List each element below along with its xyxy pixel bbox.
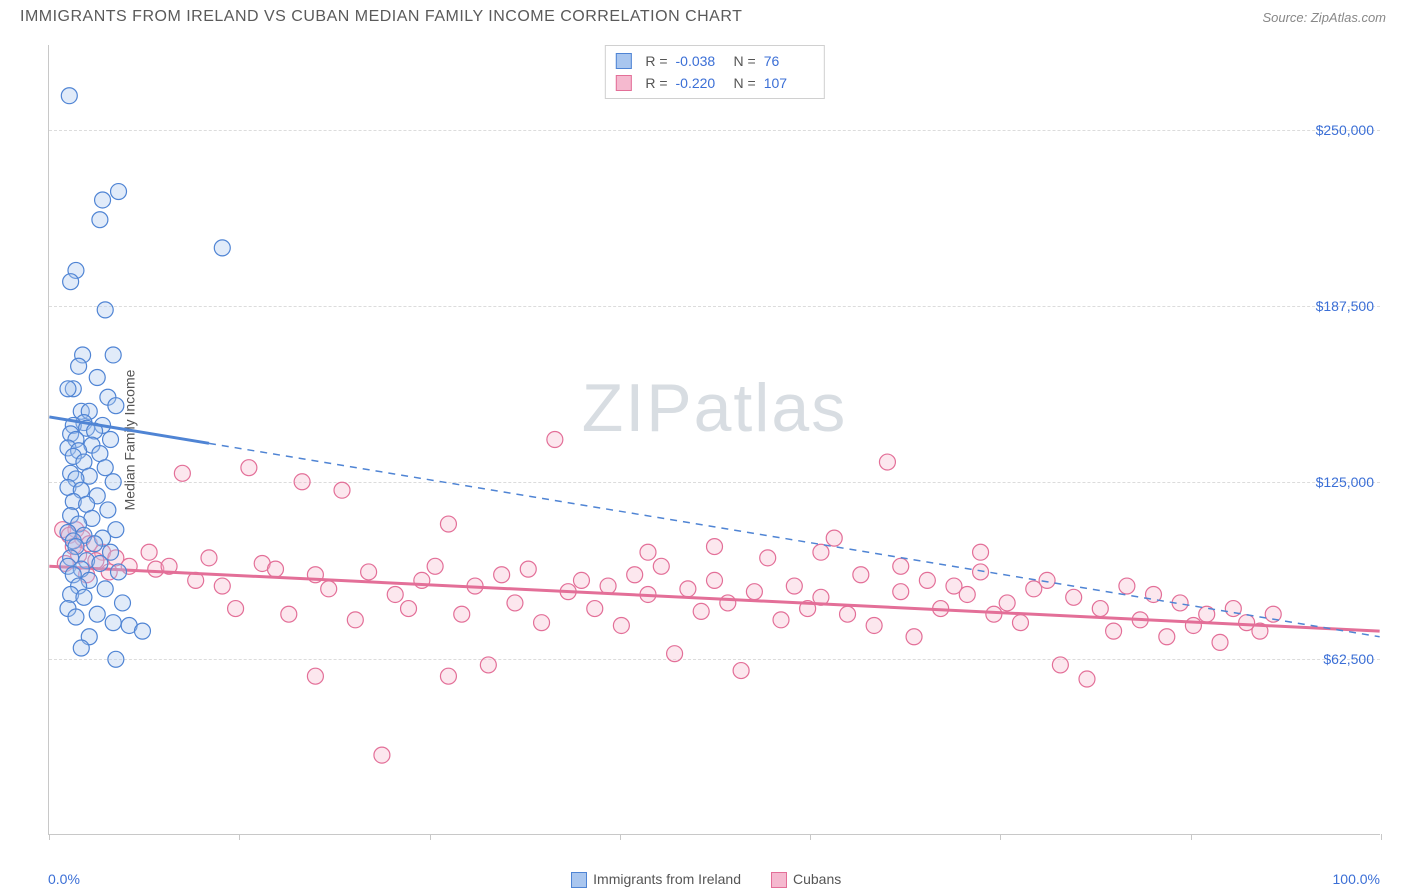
x-axis-max-label: 100.0% [1333,871,1380,887]
legend-row-ireland: R =-0.038 N =76 [615,50,813,72]
x-axis-footer: 0.0% Immigrants from Ireland Cubans 100.… [48,871,1380,888]
legend-swatch-ireland [615,53,631,69]
correlation-legend: R =-0.038 N =76 R =-0.220 N =107 [604,45,824,99]
legend-swatch-cubans [615,75,631,91]
x-axis-min-label: 0.0% [48,871,80,887]
source-attribution: Source: ZipAtlas.com [1262,10,1386,25]
legend-row-cubans: R =-0.220 N =107 [615,72,813,94]
legend-item-cubans: Cubans [771,871,841,888]
swatch-ireland-icon [571,872,587,888]
legend-item-ireland: Immigrants from Ireland [571,871,741,888]
swatch-cubans-icon [771,872,787,888]
series-legend: Immigrants from Ireland Cubans [571,871,841,888]
scatter-svg [49,45,1380,834]
chart-header: IMMIGRANTS FROM IRELAND VS CUBAN MEDIAN … [0,0,1406,30]
chart-plot-area: Median Family Income ZIPatlas R =-0.038 … [48,45,1380,835]
chart-title: IMMIGRANTS FROM IRELAND VS CUBAN MEDIAN … [20,8,742,26]
